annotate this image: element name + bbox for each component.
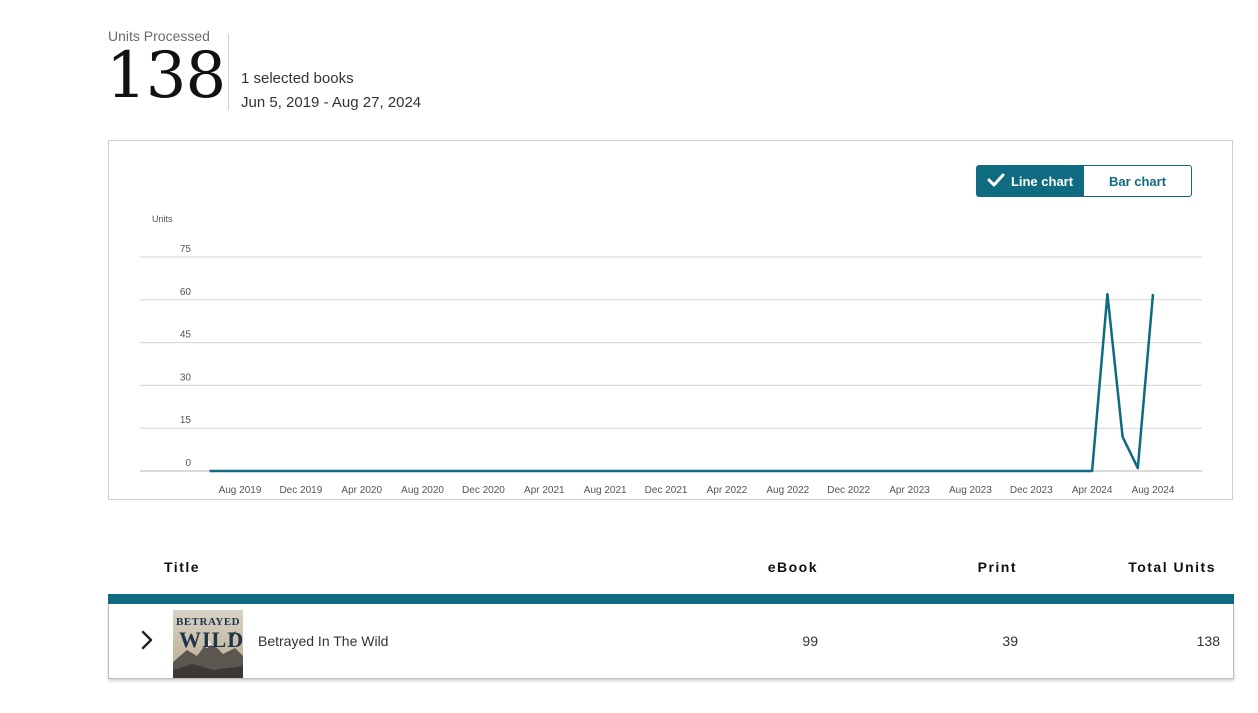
x-tick-label: Apr 2024 — [1072, 485, 1113, 496]
x-tick-label: Aug 2022 — [766, 485, 809, 496]
column-header-print[interactable]: Print — [977, 559, 1017, 575]
book-title[interactable]: Betrayed In The Wild — [258, 633, 389, 649]
x-tick-label: Apr 2023 — [889, 485, 930, 496]
line-chart-label: Line chart — [1010, 173, 1074, 189]
x-tick-label: Aug 2020 — [401, 485, 444, 496]
table-row[interactable]: BETRAYED WILD Betrayed In The Wild 99 39… — [108, 604, 1234, 679]
x-tick-label: Dec 2021 — [645, 485, 688, 496]
line-chart-button[interactable]: Line chart — [976, 165, 1084, 197]
table-header-bar — [108, 594, 1234, 604]
x-tick-label: Aug 2023 — [949, 485, 992, 496]
checkmark-icon — [987, 173, 1005, 190]
date-range: Jun 5, 2019 - Aug 27, 2024 — [241, 94, 422, 111]
bar-chart-label: Bar chart — [1108, 173, 1167, 189]
x-tick-label: Aug 2024 — [1132, 485, 1175, 496]
x-tick-label: Aug 2019 — [219, 485, 262, 496]
selected-books-count: 1 selected books — [241, 70, 354, 87]
line-chart: 75 60 45 30 15 0 Units Aug 2019 Dec 2019 Apr 2020… — [140, 214, 1202, 496]
bar-chart-button[interactable]: Bar chart — [1084, 165, 1192, 197]
table-header: Title eBook Print Total Units — [108, 548, 1234, 594]
x-tick-label: Dec 2022 — [827, 485, 870, 496]
units-processed-value: 138 — [106, 39, 226, 113]
x-tick-label: Apr 2021 — [524, 485, 565, 496]
x-tick-label: Aug 2021 — [584, 485, 627, 496]
y-tick-label: 45 — [180, 330, 192, 341]
print-units: 39 — [1002, 633, 1018, 649]
column-header-total-units[interactable]: Total Units — [1128, 559, 1216, 575]
column-header-ebook[interactable]: eBook — [767, 559, 818, 575]
chevron-right-icon[interactable] — [135, 628, 159, 652]
column-header-title[interactable]: Title — [164, 559, 201, 575]
x-tick-label: Dec 2019 — [279, 485, 322, 496]
summary-panel: Units Processed 138 1 selected books Jun… — [106, 26, 708, 116]
x-tick-label: Apr 2022 — [707, 485, 748, 496]
units-processed-label: Units Processed — [108, 28, 210, 44]
series-line-0 — [209, 292, 1155, 473]
y-tick-label: 60 — [180, 287, 192, 298]
y-tick-label: 0 — [185, 458, 191, 469]
y-tick-label: 30 — [180, 372, 192, 383]
cover-title-bottom: WILD — [179, 627, 243, 652]
cover-title-top: BETRAYED — [176, 616, 241, 628]
ebook-units: 99 — [802, 633, 818, 649]
summary-divider — [228, 34, 229, 110]
x-tick-label: Dec 2023 — [1010, 485, 1053, 496]
chart-type-toggle: Line chart Bar chart — [976, 165, 1192, 197]
x-tick-label: Apr 2020 — [341, 485, 382, 496]
book-cover: BETRAYED WILD — [173, 610, 243, 678]
chart-card: 75 60 45 30 15 0 Units Aug 2019 Dec 2019 Apr 2020… — [108, 140, 1233, 500]
x-tick-label: Dec 2020 — [462, 485, 505, 496]
titles-table: Title eBook Print Total Units — [108, 548, 1234, 679]
y-tick-label: 75 — [180, 244, 192, 255]
total-units: 138 — [1196, 633, 1220, 649]
y-axis-label: Units — [152, 214, 173, 224]
y-tick-label: 15 — [180, 415, 192, 426]
